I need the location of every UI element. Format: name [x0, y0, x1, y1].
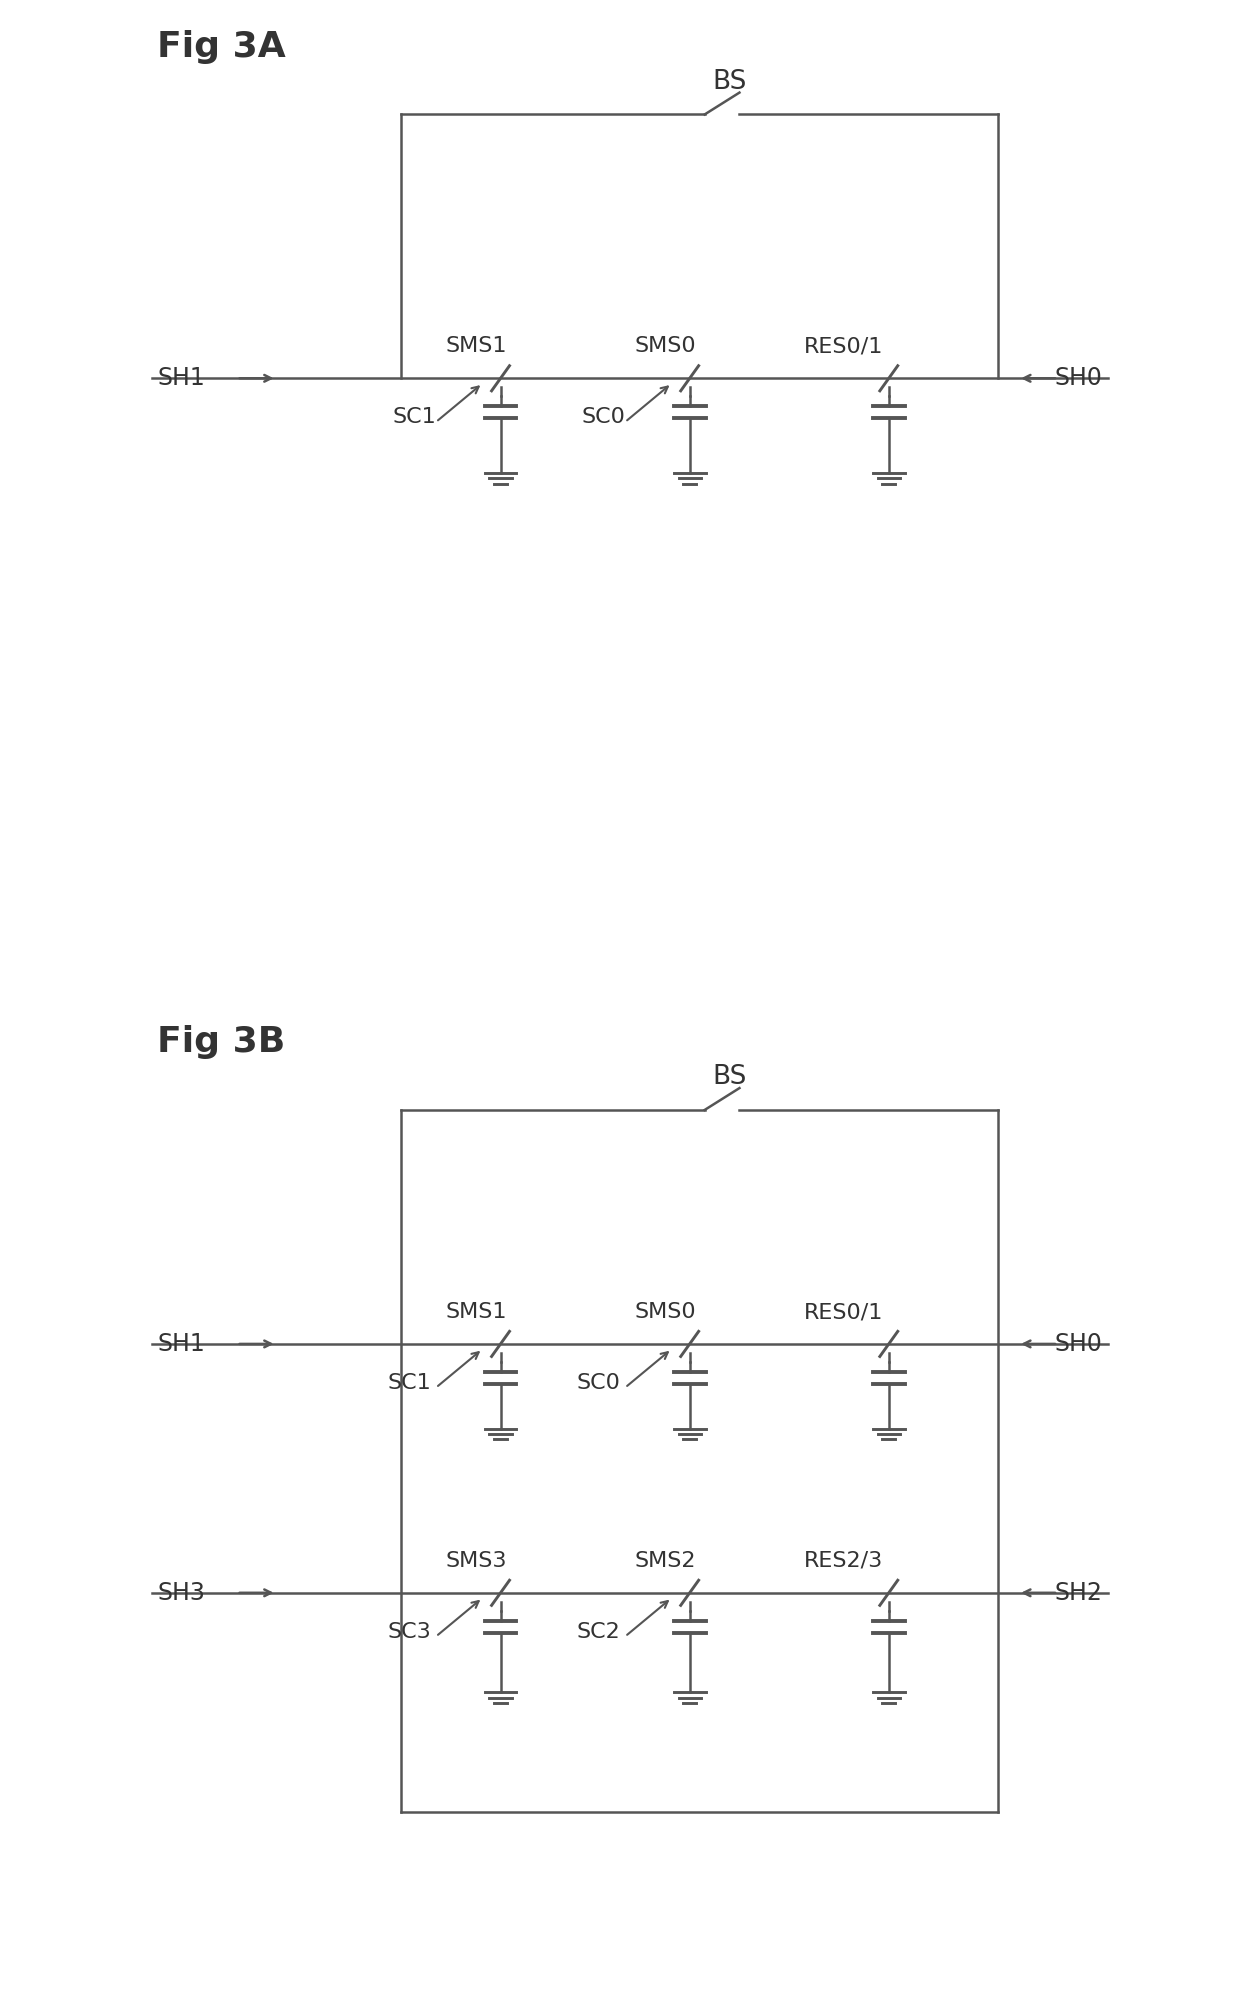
Text: RES2/3: RES2/3 — [805, 1551, 883, 1571]
Text: SH0: SH0 — [1055, 366, 1102, 390]
Text: RES0/1: RES0/1 — [805, 336, 884, 356]
Text: SC1: SC1 — [392, 406, 435, 428]
Text: SC3: SC3 — [387, 1621, 430, 1643]
Text: SMS2: SMS2 — [635, 1551, 697, 1571]
Text: SMS1: SMS1 — [446, 1302, 507, 1322]
Text: SC0: SC0 — [582, 406, 625, 428]
Text: SH3: SH3 — [157, 1581, 205, 1605]
Text: SMS1: SMS1 — [446, 336, 507, 356]
Text: Fig 3B: Fig 3B — [157, 1025, 285, 1059]
Text: BS: BS — [712, 1063, 746, 1089]
Text: SH0: SH0 — [1055, 1332, 1102, 1356]
Text: SMS0: SMS0 — [635, 336, 697, 356]
Text: SC1: SC1 — [387, 1372, 430, 1394]
Text: SMS3: SMS3 — [446, 1551, 507, 1571]
Text: Fig 3A: Fig 3A — [157, 30, 286, 64]
Text: SMS0: SMS0 — [635, 1302, 697, 1322]
Text: RES0/1: RES0/1 — [805, 1302, 884, 1322]
Text: SH1: SH1 — [157, 366, 205, 390]
Text: SH2: SH2 — [1055, 1581, 1102, 1605]
Text: BS: BS — [712, 68, 746, 94]
Text: SC2: SC2 — [577, 1621, 620, 1643]
Text: SC0: SC0 — [577, 1372, 620, 1394]
Text: SH1: SH1 — [157, 1332, 205, 1356]
